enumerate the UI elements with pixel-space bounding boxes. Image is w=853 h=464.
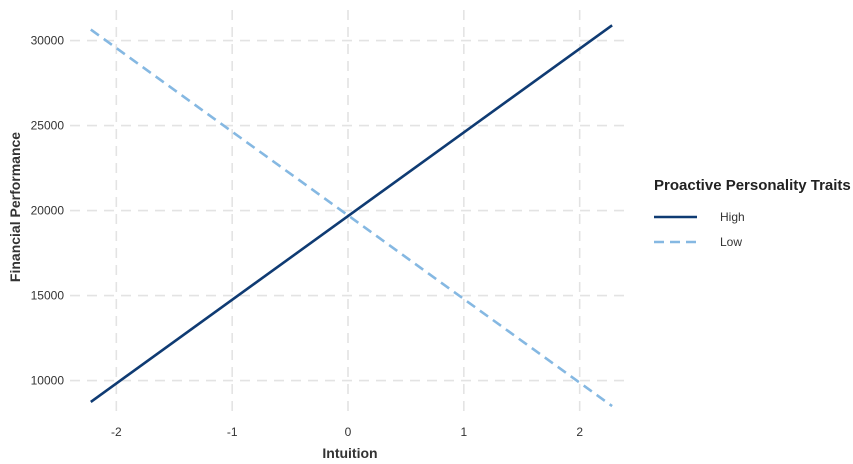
series-line-high (90, 24, 613, 403)
legend: Proactive Personality Traits High Low (654, 177, 851, 249)
y-tick-label: 15000 (31, 289, 65, 303)
grid-layer (70, 10, 626, 418)
legend-label-low: Low (720, 235, 742, 249)
x-tick-label: 0 (345, 425, 352, 439)
x-tick-label: 2 (576, 425, 583, 439)
series-line-low (90, 28, 613, 408)
y-tick-label: 25000 (31, 119, 65, 133)
y-tick-label: 20000 (31, 204, 65, 218)
x-tick-label: 1 (460, 425, 467, 439)
y-tick-label: 30000 (31, 34, 65, 48)
tick-layer: -2 -1 0 1 2 10000 15000 20000 25000 30000 (31, 34, 584, 439)
legend-title: Proactive Personality Traits (654, 177, 851, 194)
x-axis-title: Intuition (322, 445, 377, 461)
legend-label-high: High (720, 210, 745, 224)
y-tick-label: 10000 (31, 374, 65, 388)
series-layer (90, 24, 613, 408)
x-tick-label: -1 (227, 425, 238, 439)
y-axis-title: Financial Performance (7, 132, 23, 282)
x-tick-label: -2 (111, 425, 122, 439)
